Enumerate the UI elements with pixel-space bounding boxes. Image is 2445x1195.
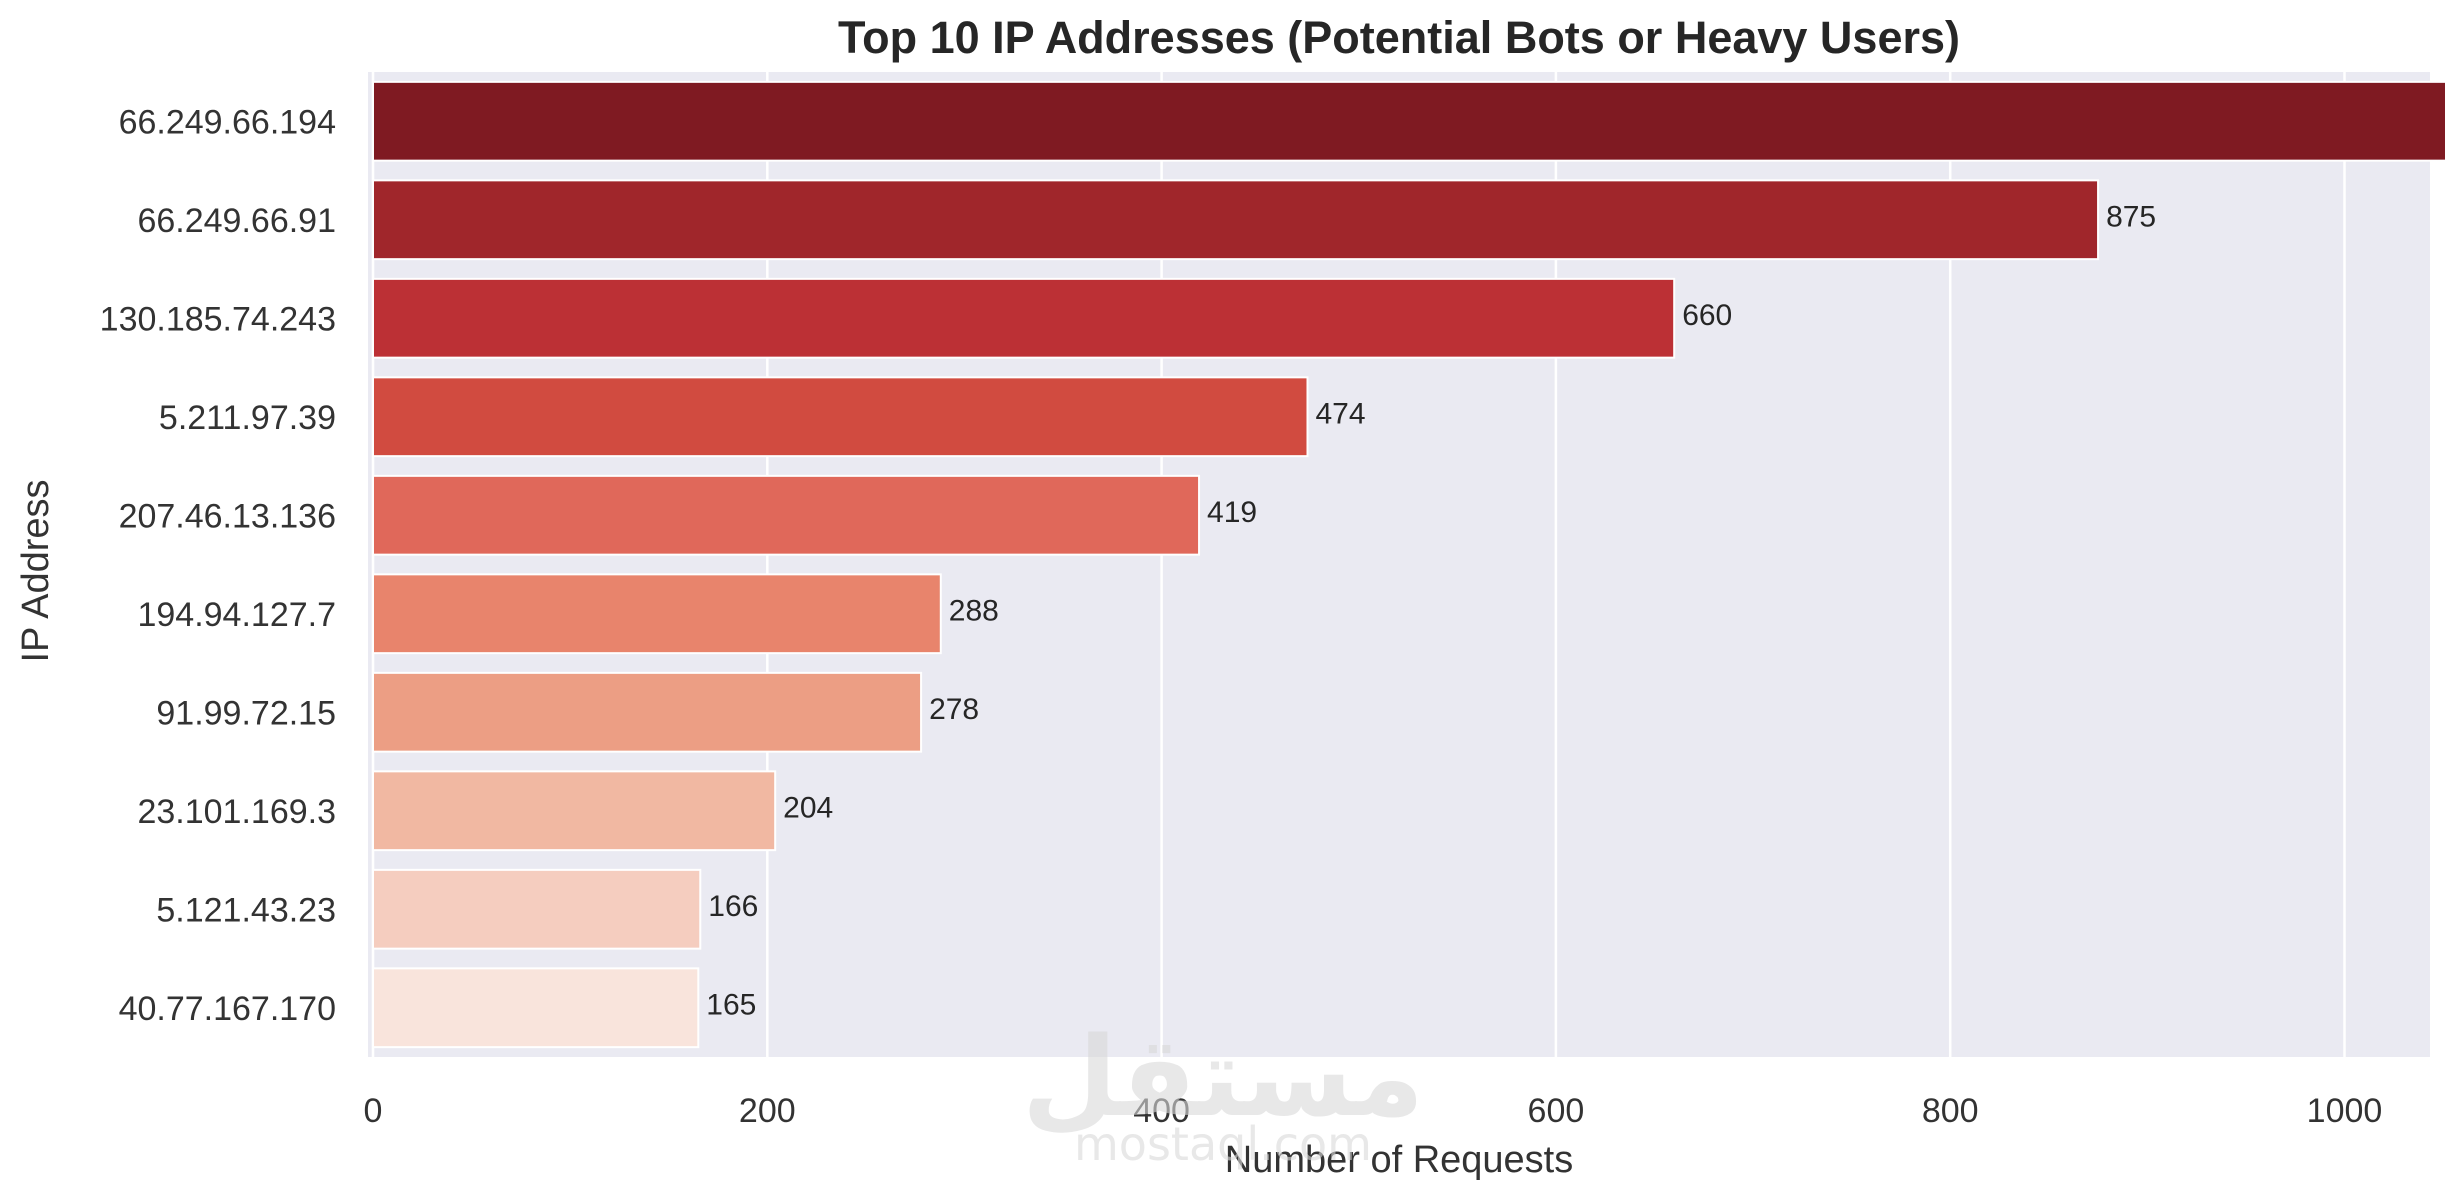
bar <box>372 80 2445 162</box>
bar <box>372 967 700 1049</box>
bar <box>372 376 1309 458</box>
data-label: 660 <box>1682 299 1732 332</box>
chart-title: Top 10 IP Addresses (Potential Bots or H… <box>838 12 1960 63</box>
y-tick-label: 40.77.167.170 <box>119 990 336 1028</box>
y-tick-label: 207.46.13.136 <box>119 497 336 535</box>
y-tick-label: 130.185.74.243 <box>100 300 336 338</box>
x-tick-label: 1000 <box>2307 1092 2383 1130</box>
data-label: 166 <box>708 890 758 923</box>
y-axis-label: IP Address <box>15 479 57 662</box>
bars <box>372 80 2445 1049</box>
x-axis-label: Number of Requests <box>1225 1139 1574 1181</box>
y-tick-label: 91.99.72.15 <box>156 694 336 732</box>
data-labels: 1377875660474419288278204166165 <box>706 201 2156 1022</box>
watermark-latin: mostaql.com <box>1074 1117 1372 1171</box>
bar <box>372 671 923 753</box>
data-label: 875 <box>2106 201 2156 234</box>
watermark: مستقل mostaql.com <box>1022 1013 1424 1171</box>
x-tick-label: 200 <box>739 1092 796 1130</box>
x-tick-label: 400 <box>1133 1092 1190 1130</box>
data-label: 419 <box>1207 496 1257 529</box>
x-tick-label: 800 <box>1922 1092 1979 1130</box>
data-label: 278 <box>929 693 979 726</box>
bar <box>372 868 702 950</box>
y-tick-label: 66.249.66.91 <box>137 202 336 240</box>
bar <box>372 179 2100 261</box>
data-label: 204 <box>783 792 833 825</box>
x-tick-label: 600 <box>1528 1092 1585 1130</box>
bar <box>372 474 1201 556</box>
watermark-arabic: مستقل <box>1022 1013 1424 1141</box>
y-tick-label: 194.94.127.7 <box>137 596 336 634</box>
bar <box>372 277 1676 359</box>
y-tick-label: 5.211.97.39 <box>159 399 336 437</box>
data-label: 474 <box>1315 398 1365 431</box>
x-tick-labels: 0200400600800100012001400 <box>364 1092 2383 1130</box>
bar <box>372 573 942 655</box>
y-tick-label: 23.101.169.3 <box>137 793 336 831</box>
y-tick-label: 66.249.66.194 <box>119 103 336 141</box>
data-label: 165 <box>706 989 756 1022</box>
y-tick-labels: 66.249.66.194 66.249.66.91 130.185.74.243 5… <box>100 103 336 1028</box>
x-tick-label: 0 <box>364 1092 383 1130</box>
data-label: 288 <box>949 595 999 628</box>
y-tick-label: 5.121.43.23 <box>156 891 336 929</box>
bar <box>372 770 777 852</box>
